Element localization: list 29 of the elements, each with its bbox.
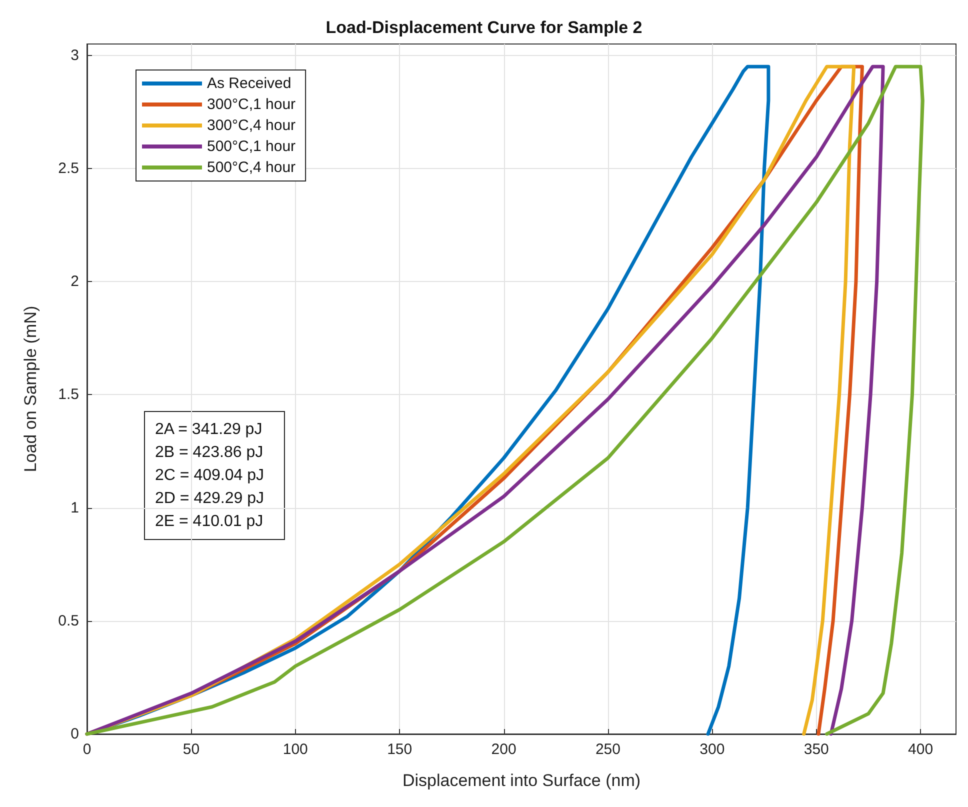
y-tick-label: 1.5: [58, 386, 79, 404]
legend-label: 500°C,4 hour: [207, 159, 296, 176]
x-tick-label: 350: [804, 741, 829, 758]
annotation: 2E = 410.01 pJ: [155, 513, 264, 530]
annotation: 2B = 423.86 pJ: [155, 444, 264, 461]
annotation: 2C = 409.04 pJ: [155, 467, 264, 484]
legend-label: 500°C,1 hour: [207, 138, 296, 155]
y-axis-title: Load on Sample (mN): [21, 306, 40, 472]
x-tick-label: 400: [908, 741, 934, 758]
y-tick-label: 0: [70, 726, 79, 742]
x-tick-label: 200: [491, 741, 516, 758]
chart-title: Load-Displacement Curve for Sample 2: [326, 18, 642, 37]
annotation: 2A = 341.29 pJ: [155, 421, 262, 438]
x-tick-label: 50: [182, 741, 200, 758]
y-tick-label: 2: [70, 273, 79, 290]
x-tick-label: 150: [387, 741, 412, 758]
x-tick-label: 100: [282, 741, 308, 758]
y-tick-label: 3: [70, 46, 79, 64]
legend-label: As Received: [207, 75, 292, 92]
x-tick-label: 300: [700, 741, 725, 758]
x-tick-label: 0: [82, 741, 92, 758]
y-tick-label: 0.5: [58, 612, 79, 630]
y-tick-label: 2.5: [58, 160, 79, 177]
x-axis-title: Displacement into Surface (nm): [402, 771, 641, 790]
y-tick-label: 1: [70, 499, 79, 516]
legend-label: 300°C,1 hour: [207, 96, 296, 113]
x-tick-label: 250: [595, 741, 620, 758]
annotation: 2D = 429.29 pJ: [155, 490, 264, 507]
legend-label: 300°C,4 hour: [207, 117, 296, 134]
